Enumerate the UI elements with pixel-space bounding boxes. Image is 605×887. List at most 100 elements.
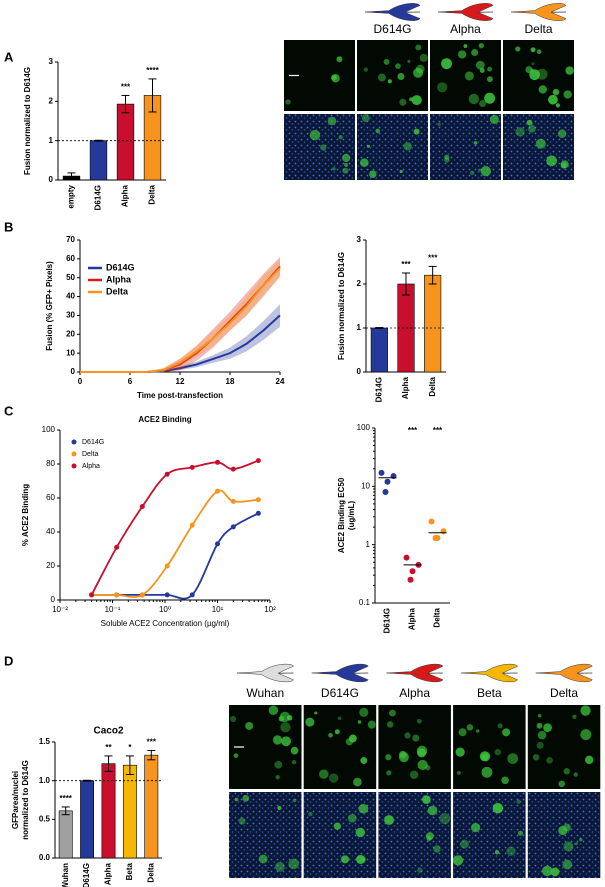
cell bbox=[584, 755, 594, 765]
data-point bbox=[139, 504, 145, 509]
cell bbox=[413, 128, 420, 135]
cell bbox=[475, 729, 480, 733]
cell bbox=[456, 770, 461, 775]
x-tick-label: 10¹ bbox=[212, 605, 224, 614]
bar bbox=[89, 140, 108, 181]
legend-label: D614G bbox=[82, 439, 104, 446]
y-tick-label: 80 bbox=[46, 459, 55, 468]
cell bbox=[464, 71, 474, 81]
cell bbox=[455, 747, 465, 757]
x-tick-label: 24 bbox=[276, 377, 285, 386]
x-tick-label: Alpha bbox=[408, 607, 417, 630]
bar bbox=[116, 103, 135, 181]
cell bbox=[563, 767, 570, 775]
bar bbox=[424, 274, 442, 373]
significance: **** bbox=[146, 66, 159, 75]
cell bbox=[399, 98, 407, 106]
x-tick-label: empty bbox=[67, 184, 76, 208]
significance: *** bbox=[408, 426, 418, 435]
cell bbox=[417, 867, 423, 873]
cell bbox=[468, 93, 480, 105]
image-header: Delta bbox=[524, 22, 552, 36]
cell bbox=[355, 827, 366, 838]
cell bbox=[359, 707, 369, 717]
cell bbox=[573, 772, 578, 777]
cell bbox=[245, 721, 254, 730]
cell bbox=[417, 748, 427, 758]
cell bbox=[515, 46, 521, 52]
cell bbox=[537, 730, 547, 740]
variant-icon bbox=[437, 3, 494, 21]
cell bbox=[481, 766, 493, 778]
cell bbox=[415, 64, 425, 74]
error-bar bbox=[125, 755, 134, 775]
x-tick-label: Delta bbox=[433, 607, 442, 627]
error-bar bbox=[104, 755, 113, 772]
cell bbox=[481, 755, 485, 759]
cell bbox=[290, 746, 299, 755]
error-band bbox=[80, 256, 280, 372]
error-band bbox=[80, 304, 280, 372]
cell bbox=[415, 44, 422, 51]
data-point bbox=[189, 522, 195, 528]
data-point bbox=[114, 592, 120, 598]
image-header: Alpha bbox=[399, 686, 430, 700]
cell bbox=[361, 857, 366, 862]
cell bbox=[347, 813, 357, 823]
y-tick-label: 20 bbox=[46, 561, 55, 570]
cell bbox=[268, 705, 279, 715]
data-point bbox=[114, 544, 120, 550]
legend-marker bbox=[71, 451, 77, 457]
cell bbox=[388, 709, 396, 717]
cell bbox=[543, 723, 552, 733]
cell bbox=[506, 846, 516, 856]
cell bbox=[275, 775, 280, 780]
cell bbox=[353, 777, 362, 787]
cell bbox=[387, 79, 392, 84]
y-tick-label: 30 bbox=[66, 311, 75, 320]
cell bbox=[403, 142, 412, 151]
y-tick-label: 100 bbox=[42, 425, 56, 434]
cell bbox=[546, 155, 557, 167]
cell bbox=[579, 838, 583, 842]
x-tick-label: Alpha bbox=[401, 376, 410, 399]
x-tick-label: 12 bbox=[176, 377, 185, 386]
cell bbox=[411, 95, 422, 106]
cell bbox=[338, 135, 343, 140]
image-tile bbox=[303, 705, 377, 789]
y-axis-label: (ug/mL) bbox=[347, 501, 356, 531]
x-tick-label: Wuhan bbox=[61, 863, 70, 887]
y-axis-label: GFParea/nuclei bbox=[11, 771, 20, 829]
legend-label: Alpha bbox=[82, 463, 100, 470]
x-tick-label: Beta bbox=[125, 862, 134, 880]
cell bbox=[471, 823, 481, 833]
image-header: D614G bbox=[321, 686, 359, 700]
bar bbox=[80, 780, 95, 859]
data-point bbox=[139, 592, 145, 598]
cell bbox=[340, 855, 349, 864]
panel-label: A bbox=[4, 49, 14, 64]
cell bbox=[531, 62, 535, 66]
cell bbox=[285, 99, 291, 105]
cell bbox=[229, 715, 237, 723]
data-point bbox=[230, 466, 236, 472]
cell bbox=[546, 756, 553, 764]
cell bbox=[484, 92, 496, 104]
cell bbox=[361, 114, 370, 123]
cell bbox=[466, 724, 474, 731]
data-point bbox=[89, 592, 95, 598]
data-point bbox=[255, 497, 261, 503]
cell bbox=[292, 798, 297, 803]
error-bar bbox=[147, 750, 156, 761]
cell bbox=[407, 59, 411, 63]
cell bbox=[427, 805, 438, 816]
cell bbox=[469, 170, 475, 176]
y-axis-label: normalized to D614G bbox=[21, 760, 30, 840]
y-tick-label: 1 bbox=[49, 136, 54, 145]
cell bbox=[532, 754, 540, 761]
cell bbox=[274, 760, 283, 769]
cell bbox=[344, 162, 349, 167]
cell bbox=[356, 854, 366, 864]
cell bbox=[320, 144, 327, 151]
variant-icon bbox=[510, 3, 567, 21]
